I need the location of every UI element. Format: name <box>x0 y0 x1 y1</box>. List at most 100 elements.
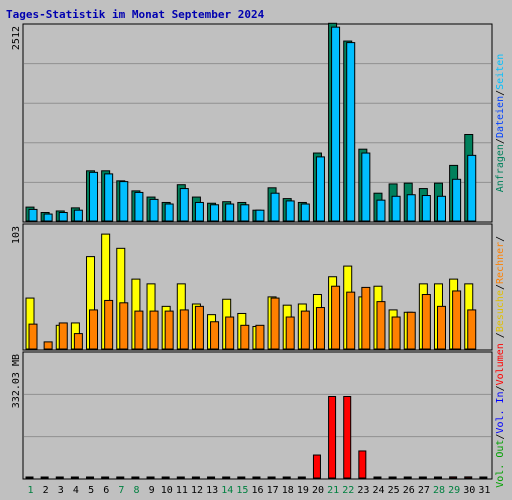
bar-dateien-day-18 <box>285 200 295 222</box>
bar-dateien-day-6 <box>104 173 114 222</box>
bar-volumen-day-24 <box>373 476 382 479</box>
panel-volume <box>22 351 493 480</box>
day-label-30: 30 <box>463 485 475 496</box>
panel-frame-volume <box>22 351 493 480</box>
bar-dateien-day-8 <box>134 191 144 222</box>
bar-volumen-day-9 <box>146 476 155 479</box>
legend-item--: / <box>495 236 506 242</box>
bar-dateien-day-19 <box>300 203 310 222</box>
legend-volume: Vol. Out/Vol. In/Volumen <box>495 343 506 488</box>
bar-rechner-day-5 <box>89 309 99 350</box>
day-label-22: 22 <box>342 485 354 496</box>
bar-rechner-day-6 <box>104 299 114 350</box>
bar-dateien-day-21 <box>331 26 341 222</box>
bar-dateien-day-9 <box>149 198 159 222</box>
bar-rechner-day-1 <box>28 323 38 350</box>
bar-rechner-day-16 <box>255 324 265 350</box>
legend-item-besuche: Besuche <box>495 290 506 332</box>
legend-item--: / <box>495 138 506 144</box>
bar-dateien-day-29 <box>452 178 462 222</box>
y-max-label-hits: 2512 <box>11 26 22 50</box>
day-label-29: 29 <box>448 485 460 496</box>
bar-rechner-day-30 <box>467 309 477 350</box>
legend-item--: / <box>495 332 506 338</box>
bar-rechner-day-20 <box>315 307 325 350</box>
bar-dateien-day-5 <box>89 171 99 222</box>
day-label-4: 4 <box>73 485 79 496</box>
bar-volumen-day-29 <box>449 476 458 479</box>
bar-volumen-day-7 <box>116 476 125 479</box>
bar-volumen-day-12 <box>191 476 200 479</box>
bar-rechner-day-3 <box>58 322 68 350</box>
bar-volumen-day-5 <box>86 476 95 479</box>
bar-dateien-day-27 <box>421 195 431 222</box>
legend-item--: / <box>495 434 506 440</box>
bar-dateien-day-30 <box>467 154 477 222</box>
legend-item-anfragen: Anfragen <box>495 144 506 192</box>
day-label-27: 27 <box>418 485 430 496</box>
panel-hits <box>22 22 493 223</box>
bar-dateien-day-28 <box>436 195 446 222</box>
bar-rechner-day-8 <box>134 310 144 350</box>
legend-item-dateien: Dateien <box>495 96 506 138</box>
day-label-12: 12 <box>191 485 203 496</box>
day-label-11: 11 <box>176 485 188 496</box>
bar-volumen-day-14 <box>222 476 231 479</box>
bar-rechner-day-26 <box>406 311 416 350</box>
panel-visits <box>22 223 493 351</box>
bar-volumen-day-31 <box>479 476 488 479</box>
bar-dateien-day-1 <box>28 208 38 222</box>
day-label-18: 18 <box>282 485 294 496</box>
bar-volumen-day-28 <box>433 476 442 479</box>
chart-panels <box>22 22 493 480</box>
y-max-label-visits: 103 <box>11 226 22 244</box>
bar-dateien-day-20 <box>315 156 325 222</box>
bar-dateien-day-13 <box>210 204 220 222</box>
day-label-23: 23 <box>357 485 369 496</box>
bar-rechner-day-23 <box>361 286 371 350</box>
bar-volumen-day-4 <box>70 476 79 479</box>
day-label-7: 7 <box>118 485 124 496</box>
bar-dateien-day-22 <box>346 42 356 222</box>
bar-rechner-day-21 <box>331 285 341 350</box>
bar-volumen-day-30 <box>464 476 473 479</box>
bar-rechner-day-7 <box>119 302 129 350</box>
bar-volumen-day-21 <box>328 396 337 479</box>
bar-dateien-day-26 <box>406 194 416 222</box>
bar-volumen-day-19 <box>297 476 306 479</box>
day-label-24: 24 <box>373 485 385 496</box>
day-label-15: 15 <box>236 485 248 496</box>
day-label-31: 31 <box>478 485 490 496</box>
legend-item--: / <box>495 385 506 391</box>
bar-dateien-day-3 <box>58 212 68 222</box>
day-label-6: 6 <box>103 485 109 496</box>
day-label-20: 20 <box>312 485 324 496</box>
day-label-28: 28 <box>433 485 445 496</box>
bar-volumen-day-25 <box>388 476 397 479</box>
bar-rechner-day-17 <box>270 297 280 350</box>
day-label-3: 3 <box>58 485 64 496</box>
bar-volumen-day-6 <box>101 476 110 479</box>
bar-volumen-day-20 <box>312 454 321 479</box>
bar-rechner-day-15 <box>240 324 250 350</box>
bar-rechner-day-13 <box>210 321 220 350</box>
day-label-17: 17 <box>267 485 279 496</box>
bar-rechner-day-19 <box>300 310 310 350</box>
bar-volumen-day-11 <box>176 476 185 479</box>
bar-dateien-day-24 <box>376 199 386 222</box>
bar-rechner-day-25 <box>391 316 401 350</box>
bar-volumen-day-10 <box>161 476 170 479</box>
day-label-14: 14 <box>221 485 233 496</box>
legend-group: Anfragen/Dateien/Seiten/Besuche/Rechner/… <box>495 54 506 488</box>
bar-dateien-day-14 <box>225 203 235 222</box>
day-label-26: 26 <box>403 485 415 496</box>
bar-dateien-day-10 <box>164 203 174 222</box>
bar-rechner-day-14 <box>225 316 235 350</box>
bar-volumen-day-13 <box>207 476 216 479</box>
bar-dateien-day-12 <box>194 201 204 222</box>
bar-dateien-day-17 <box>270 192 280 222</box>
bar-rechner-day-12 <box>194 305 204 350</box>
legend-visits: /Besuche/Rechner/ <box>495 236 506 338</box>
bar-volumen-day-23 <box>358 450 367 479</box>
